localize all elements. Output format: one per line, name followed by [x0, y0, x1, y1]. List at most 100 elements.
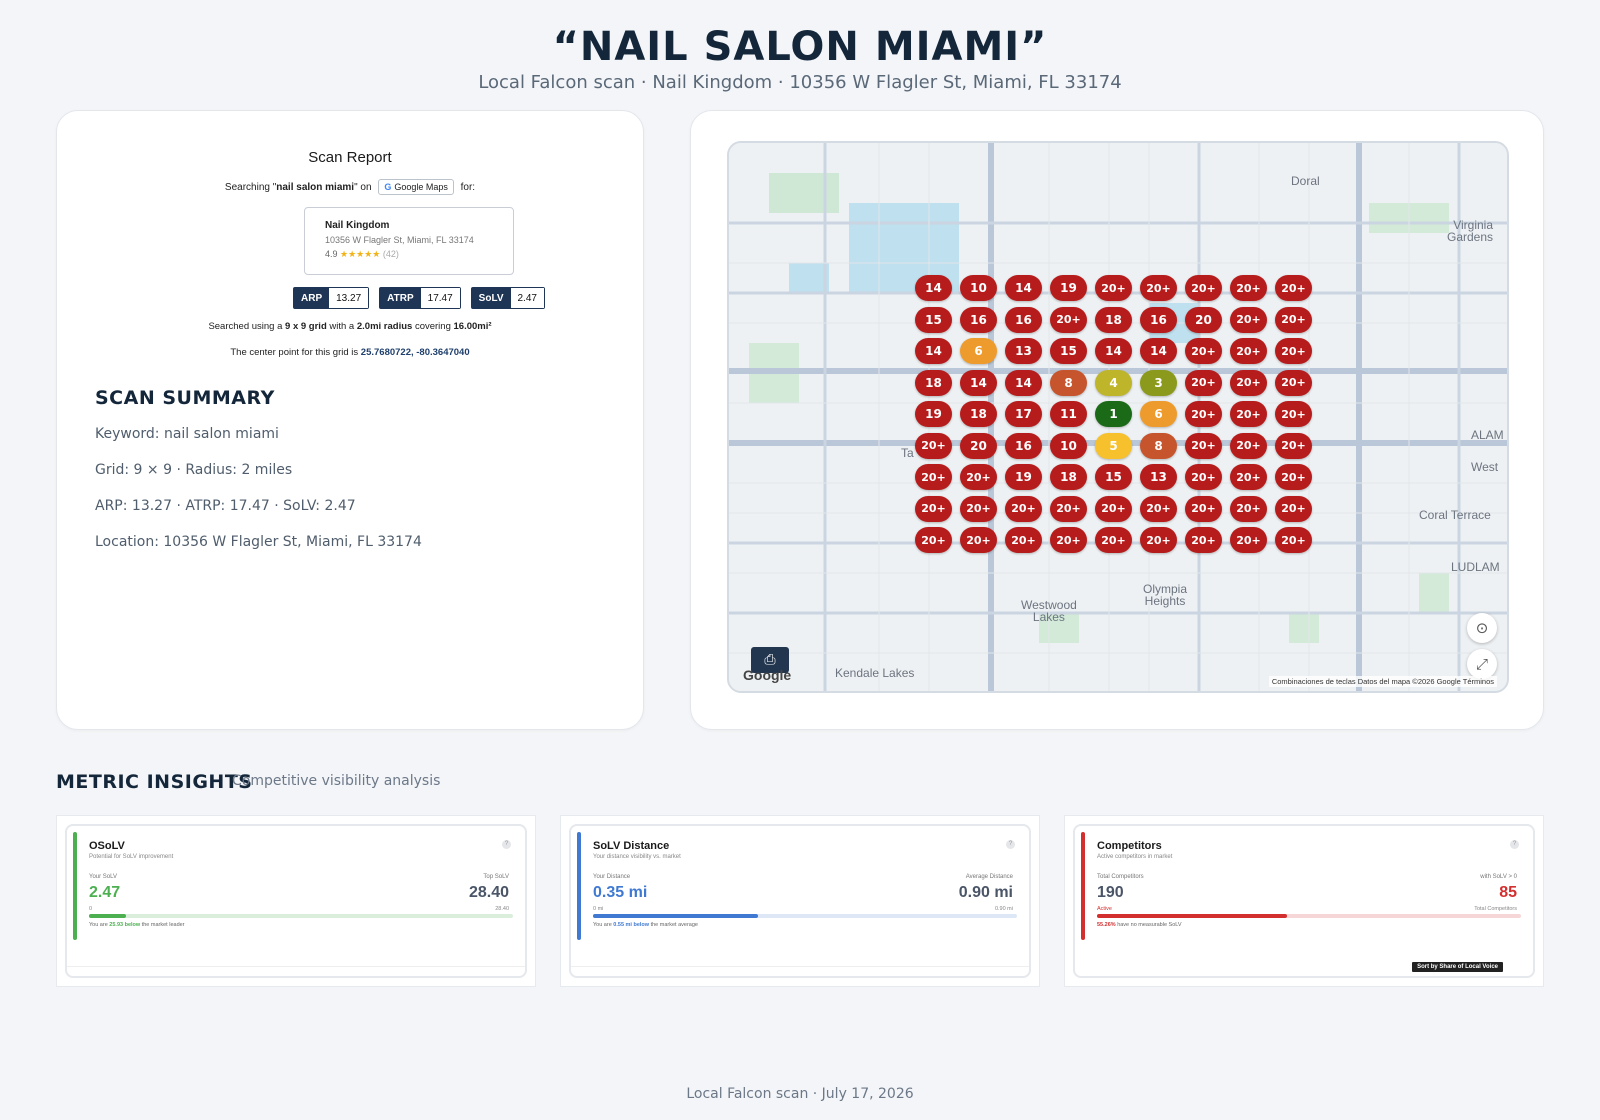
rank-pin[interactable]: 20+ — [1185, 369, 1222, 396]
rank-pin[interactable]: 6 — [960, 338, 997, 364]
rank-pin[interactable]: 15 — [1095, 464, 1132, 490]
summary-location: Location: 10356 W Flagler St, Miami, FL … — [95, 534, 422, 550]
rank-pin[interactable]: 20+ — [1185, 275, 1222, 301]
help-icon[interactable]: ? — [1006, 840, 1015, 849]
rank-pin[interactable]: 20+ — [960, 495, 997, 522]
rank-pin[interactable]: 20+ — [1275, 338, 1312, 364]
map-attribution[interactable]: Combinaciones de teclas Datos del mapa ©… — [1268, 676, 1497, 687]
rank-pin[interactable]: 20 — [1185, 306, 1222, 333]
rank-grid-map[interactable]: Doral Virginia Gardens Coral Terrace Wes… — [727, 141, 1509, 693]
rank-pin[interactable]: 8 — [1140, 432, 1177, 459]
rank-pin[interactable]: 1 — [1095, 401, 1132, 427]
rank-pin[interactable]: 20+ — [1230, 306, 1267, 333]
rank-pin[interactable]: 20+ — [1230, 464, 1267, 490]
rank-pin[interactable]: 20+ — [1275, 527, 1312, 553]
rank-pin[interactable]: 13 — [1140, 464, 1177, 490]
summary-grid: Grid: 9 × 9 · Radius: 2 miles — [95, 462, 293, 478]
rank-pin[interactable]: 20+ — [1005, 527, 1042, 553]
rank-pin[interactable]: 6 — [1140, 401, 1177, 427]
rank-pin[interactable]: 20+ — [1275, 495, 1312, 522]
rank-pin[interactable]: 20+ — [1185, 432, 1222, 459]
my-location-icon[interactable]: ⊙ — [1467, 613, 1497, 643]
rank-pin[interactable]: 19 — [1050, 275, 1087, 301]
distance-note-pre: You are — [593, 922, 612, 928]
rank-pin[interactable]: 13 — [1005, 338, 1042, 364]
distance-note-value: 0.55 mi below — [613, 922, 650, 928]
rank-pin[interactable]: 11 — [1050, 401, 1087, 427]
rank-pin[interactable]: 16 — [1005, 306, 1042, 333]
sort-by-solv-button[interactable]: Sort by Share of Local Voice — [1412, 962, 1503, 972]
rank-pin[interactable]: 20+ — [1050, 306, 1087, 333]
rank-pin[interactable]: 20+ — [1230, 495, 1267, 522]
rank-pin[interactable]: 18 — [915, 369, 952, 396]
rank-pin[interactable]: 8 — [1050, 369, 1087, 396]
scan-report-title: Scan Report — [308, 149, 392, 166]
rank-pin[interactable]: 14 — [915, 338, 952, 364]
rank-pin[interactable]: 18 — [960, 401, 997, 427]
rank-pin[interactable]: 18 — [1095, 306, 1132, 333]
rank-pin[interactable]: 15 — [915, 306, 952, 333]
rank-pin[interactable]: 20+ — [1230, 432, 1267, 459]
rank-pin[interactable]: 14 — [1005, 275, 1042, 301]
rank-pin[interactable]: 20+ — [915, 495, 952, 522]
help-icon[interactable]: ? — [502, 840, 511, 849]
rank-pin[interactable]: 14 — [960, 369, 997, 396]
rank-pin[interactable]: 16 — [960, 306, 997, 333]
rank-pin[interactable]: 20+ — [1230, 275, 1267, 301]
rank-pin[interactable]: 20+ — [1275, 464, 1312, 490]
rank-pin[interactable]: 14 — [1095, 338, 1132, 364]
rank-pin[interactable]: 10 — [960, 275, 997, 301]
rank-pin[interactable]: 20+ — [1140, 495, 1177, 522]
rank-pin[interactable]: 16 — [1140, 306, 1177, 333]
rank-pin[interactable]: 20+ — [1140, 275, 1177, 301]
rank-pin[interactable]: 20+ — [1275, 369, 1312, 396]
rank-pin[interactable]: 3 — [1140, 369, 1177, 396]
rank-pin[interactable]: 20+ — [915, 464, 952, 490]
rank-pin[interactable]: 20+ — [1185, 338, 1222, 364]
rank-pin[interactable]: 10 — [1050, 432, 1087, 459]
rank-pin[interactable]: 20 — [960, 432, 997, 459]
fullscreen-icon[interactable]: ⤢ — [1467, 649, 1497, 679]
rank-pin[interactable]: 14 — [1005, 369, 1042, 396]
rank-pin[interactable]: 20+ — [1005, 495, 1042, 522]
rank-pin[interactable]: 20+ — [1230, 369, 1267, 396]
rank-pin[interactable]: 20+ — [1095, 495, 1132, 522]
rank-pin[interactable]: 20+ — [1185, 495, 1222, 522]
rank-pin[interactable]: 14 — [915, 275, 952, 301]
rank-pin[interactable]: 17 — [1005, 401, 1042, 427]
rank-pin[interactable]: 4 — [1095, 369, 1132, 396]
metric-insights-heading: METRIC INSIGHTS — [56, 771, 253, 793]
rank-pin[interactable]: 19 — [1005, 464, 1042, 490]
rank-pin[interactable]: 20+ — [1050, 495, 1087, 522]
rank-pin[interactable]: 20+ — [1050, 527, 1087, 553]
rank-pin[interactable]: 20+ — [960, 527, 997, 553]
solv-distance-accent-bar — [577, 832, 581, 940]
rank-pin[interactable]: 20+ — [1230, 401, 1267, 427]
rank-pin[interactable]: 20+ — [1185, 527, 1222, 553]
rank-pin[interactable]: 20+ — [1230, 527, 1267, 553]
star-rating-icon: ★★★★★ — [340, 249, 381, 259]
arp-label: ARP — [294, 288, 330, 308]
rank-pin[interactable]: 20+ — [1185, 401, 1222, 427]
print-icon[interactable]: ⎙ — [751, 647, 789, 673]
rank-pin[interactable]: 20+ — [960, 464, 997, 490]
rank-pin[interactable]: 20+ — [1140, 527, 1177, 553]
rank-pin[interactable]: 20+ — [915, 432, 952, 459]
rank-pin[interactable]: 18 — [1050, 464, 1087, 490]
rank-pin[interactable]: 19 — [915, 401, 952, 427]
rank-pin[interactable]: 20+ — [1275, 401, 1312, 427]
rank-pin[interactable]: 20+ — [1275, 306, 1312, 333]
rank-pin[interactable]: 20+ — [1095, 527, 1132, 553]
grid-description: Searched using a 9 x 9 grid with a 2.0mi… — [57, 321, 643, 332]
rank-pin[interactable]: 15 — [1050, 338, 1087, 364]
rank-pin[interactable]: 20+ — [1095, 275, 1132, 301]
rank-pin[interactable]: 20+ — [1230, 338, 1267, 364]
rank-pin[interactable]: 5 — [1095, 432, 1132, 459]
rank-pin[interactable]: 20+ — [1275, 432, 1312, 459]
rank-pin[interactable]: 20+ — [1275, 275, 1312, 301]
rank-pin[interactable]: 20+ — [1185, 464, 1222, 490]
rank-pin[interactable]: 14 — [1140, 338, 1177, 364]
help-icon[interactable]: ? — [1510, 840, 1519, 849]
rank-pin[interactable]: 20+ — [915, 527, 952, 553]
rank-pin[interactable]: 16 — [1005, 432, 1042, 459]
